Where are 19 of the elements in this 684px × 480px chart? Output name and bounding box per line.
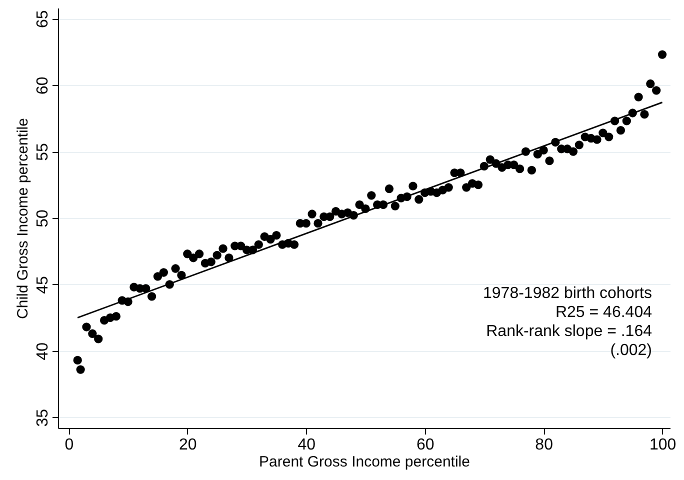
x-tick-label: 0 (64, 436, 74, 454)
y-tick-label: 55 (34, 143, 52, 161)
x-tick-label: 80 (535, 436, 554, 454)
y-tick-label: 40 (34, 342, 52, 360)
x-tick-label: 20 (179, 436, 197, 454)
y-tick-label: 65 (34, 10, 52, 28)
y-tick-label: 60 (34, 76, 52, 94)
y-axis-title: Child Gross Income percentile (14, 118, 32, 319)
annotation: R25 = 46.404 (555, 304, 652, 321)
x-axis-title: Parent Gross Income percentile (259, 454, 470, 470)
y-tick-label: 45 (34, 276, 52, 294)
x-tick-label: 40 (298, 436, 316, 454)
annotation: Rank-rank slope = .164 (486, 323, 652, 340)
annotation: (.002) (610, 342, 652, 359)
y-tick-label: 35 (34, 408, 52, 427)
x-tick-label: 60 (416, 436, 434, 454)
annotation: 1978-1982 birth cohorts (483, 285, 652, 302)
x-tick-label: 100 (649, 436, 676, 454)
y-tick-label: 50 (34, 210, 52, 228)
